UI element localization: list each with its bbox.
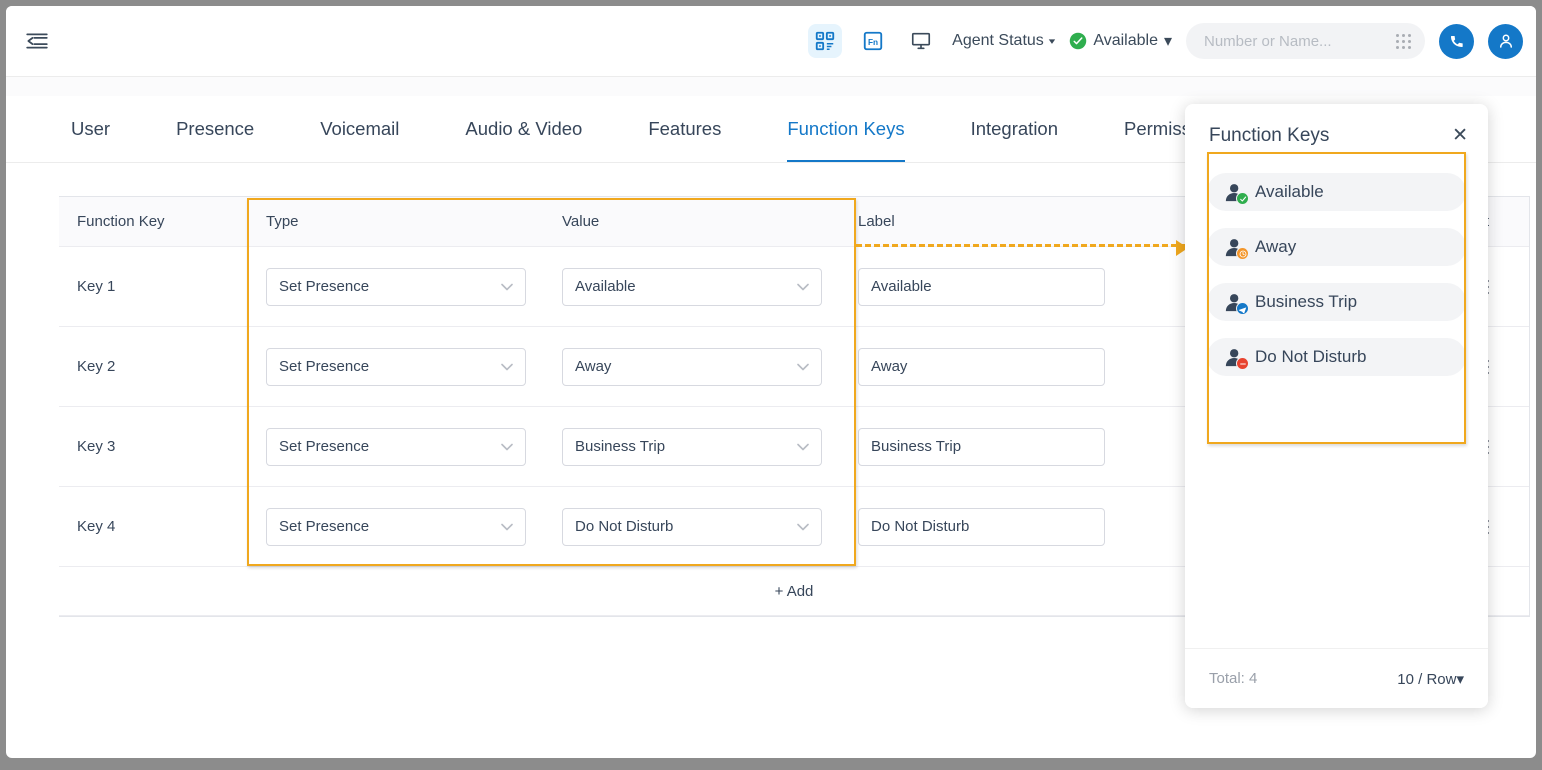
svg-text:Fn: Fn	[868, 38, 878, 47]
